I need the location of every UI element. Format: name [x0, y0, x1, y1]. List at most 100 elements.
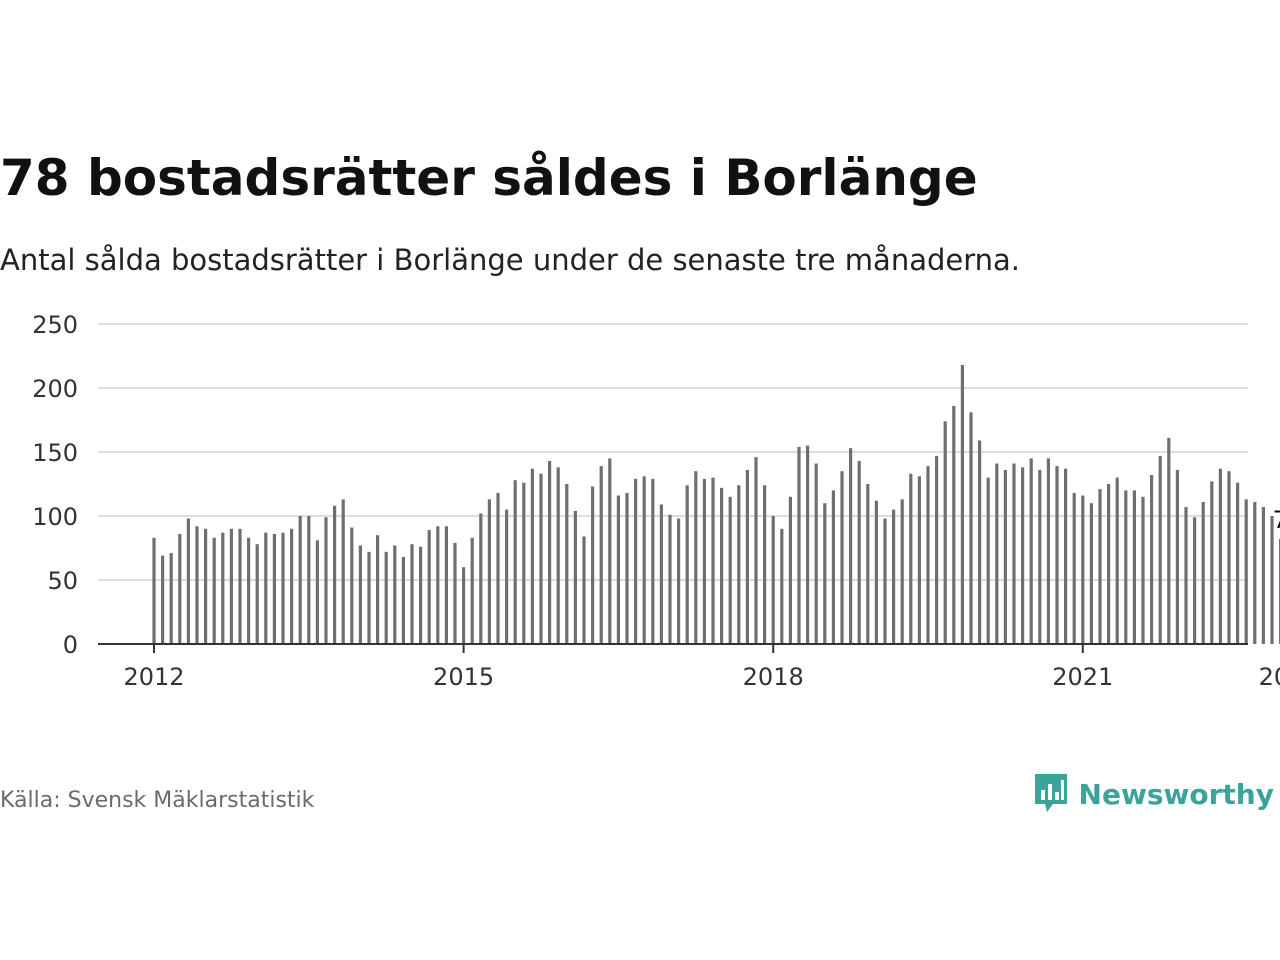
bar	[376, 535, 380, 644]
bar	[608, 458, 612, 644]
y-tick-label: 100	[32, 503, 78, 531]
x-tick-label: 2023	[1259, 663, 1280, 691]
bar	[487, 499, 491, 644]
bar	[685, 485, 689, 644]
newsworthy-logo-icon	[1034, 774, 1067, 812]
bar	[1115, 477, 1119, 644]
bar	[1132, 490, 1136, 644]
bar	[745, 469, 749, 644]
bar	[221, 532, 225, 644]
bar	[711, 477, 715, 644]
bar	[264, 532, 268, 644]
bar	[1227, 471, 1231, 644]
bar	[315, 540, 319, 644]
x-axis: 2012 2015 2018 2021 2023	[98, 643, 1280, 691]
bar	[823, 503, 827, 644]
bar	[625, 492, 629, 644]
bar	[195, 526, 199, 644]
bar	[806, 445, 810, 644]
chart-subtitle: Antal sålda bostadsrätter i Borlänge und…	[0, 243, 1020, 277]
bar	[668, 514, 672, 644]
bar	[247, 537, 251, 644]
bar	[616, 495, 620, 644]
bar	[548, 460, 552, 644]
bars	[152, 364, 1280, 644]
bar	[169, 553, 173, 644]
y-tick-label: 200	[32, 375, 78, 403]
bar	[333, 505, 337, 644]
bar	[1201, 501, 1205, 644]
bar	[436, 526, 440, 644]
bar	[900, 499, 904, 644]
bar	[1124, 490, 1128, 644]
annotations: 78	[1273, 506, 1280, 534]
bar	[272, 533, 276, 644]
bar	[599, 466, 603, 644]
bar	[728, 496, 732, 644]
bar	[229, 528, 233, 644]
bar	[1150, 475, 1154, 644]
bar	[513, 480, 517, 644]
y-tick-label: 250	[32, 311, 78, 339]
bar	[1184, 507, 1188, 644]
bar	[1072, 492, 1076, 644]
bar	[1012, 463, 1016, 644]
bar	[1193, 517, 1197, 644]
bar	[840, 471, 844, 644]
bar	[763, 485, 767, 644]
bar	[986, 477, 990, 644]
bar	[831, 490, 835, 644]
bar	[341, 499, 345, 644]
bar	[1064, 468, 1068, 644]
bar	[238, 528, 242, 644]
y-tick-label: 150	[32, 439, 78, 467]
bar	[1167, 437, 1171, 644]
bar	[866, 484, 870, 644]
bar	[909, 473, 913, 644]
bar	[754, 457, 758, 644]
bar	[702, 478, 706, 644]
bar	[401, 556, 405, 644]
bar	[1175, 469, 1179, 644]
bar	[505, 509, 509, 644]
chart-title: 78 bostadsrätter såldes i Borlänge	[0, 149, 978, 207]
bar	[659, 504, 663, 644]
bar	[1244, 499, 1248, 644]
bar	[384, 551, 388, 644]
bar	[539, 473, 543, 644]
source-note: Källa: Svensk Mäklarstatistik	[0, 788, 315, 813]
bar	[642, 476, 646, 644]
bar	[1029, 458, 1033, 644]
x-tick-label: 2021	[1052, 663, 1113, 691]
y-tick-label: 50	[47, 567, 78, 595]
bar	[565, 484, 569, 644]
bar	[161, 555, 165, 644]
bar	[737, 485, 741, 644]
bar	[1210, 481, 1214, 644]
last-value-label: 78	[1273, 506, 1280, 534]
bar	[995, 463, 999, 644]
bar	[212, 537, 216, 644]
bar	[677, 518, 681, 644]
bar	[1158, 455, 1162, 644]
bar	[857, 460, 861, 644]
bar	[582, 536, 586, 644]
bar	[367, 551, 371, 644]
bar	[978, 440, 982, 644]
bar	[1046, 458, 1050, 644]
bar	[178, 533, 182, 644]
bar	[1253, 501, 1257, 644]
bar	[926, 466, 930, 644]
bar	[530, 468, 534, 644]
bar	[556, 467, 560, 644]
bar	[892, 509, 896, 644]
bar	[419, 546, 423, 644]
bar	[307, 516, 311, 644]
bar	[298, 516, 302, 644]
bar	[462, 567, 466, 644]
bar	[1038, 469, 1042, 644]
bar	[935, 455, 939, 644]
brand-name: Newsworthy	[1078, 777, 1274, 811]
x-tick-label: 2018	[743, 663, 804, 691]
bar	[780, 528, 784, 644]
